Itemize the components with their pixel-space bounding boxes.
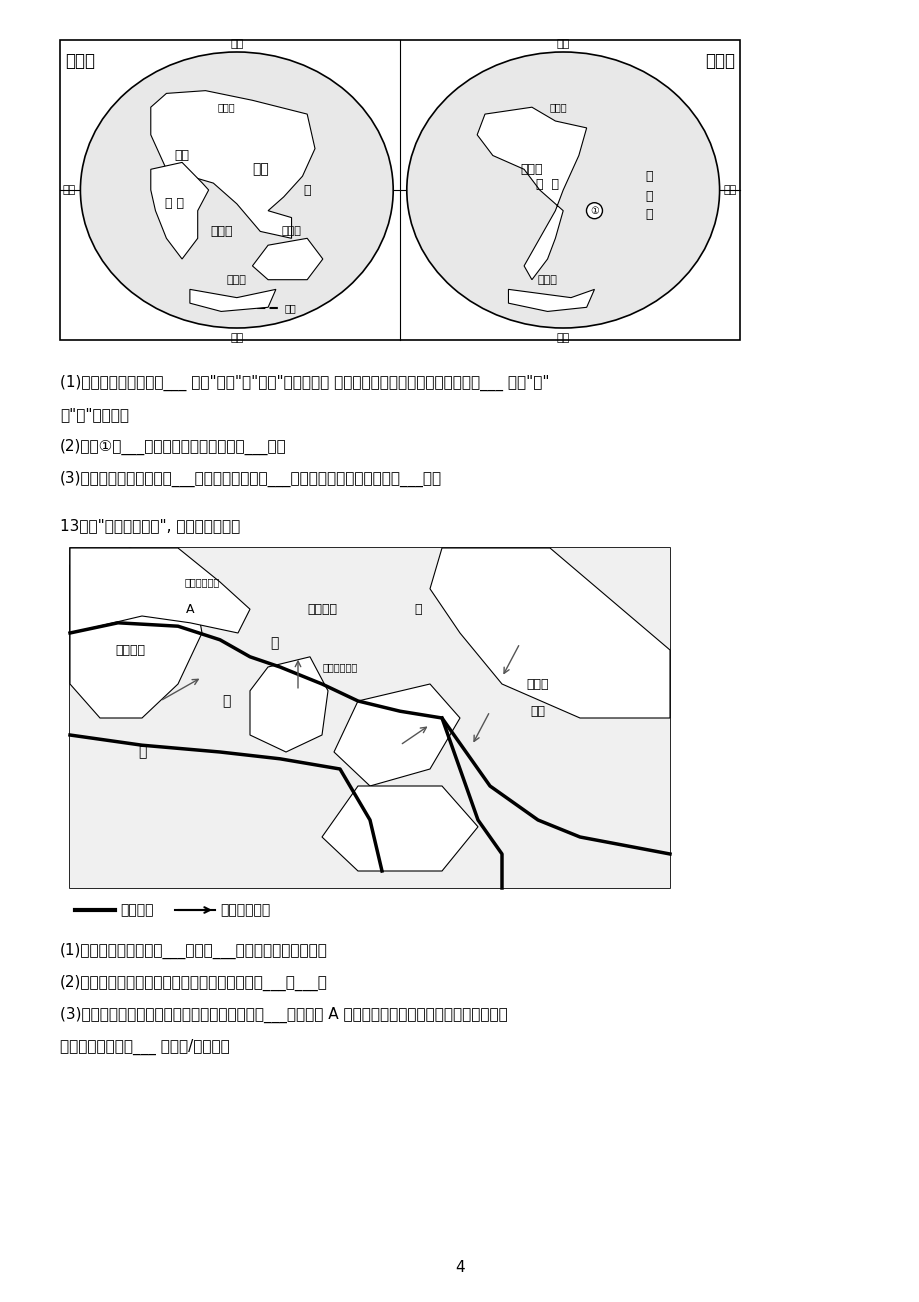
Text: 丁: 丁	[414, 603, 421, 616]
Text: 北冰洋: 北冰洋	[218, 102, 235, 112]
Text: 赤道: 赤道	[723, 185, 736, 195]
Polygon shape	[151, 163, 209, 259]
Text: (1)阿尔卑斯山脉的是由___板块和___板块碰撞挤压而形成。: (1)阿尔卑斯山脉的是由___板块和___板块碰撞挤压而形成。	[60, 943, 327, 960]
Text: 欧洲: 欧洲	[175, 148, 189, 161]
Text: 亚洲: 亚洲	[252, 163, 268, 176]
Polygon shape	[151, 91, 314, 238]
Ellipse shape	[406, 52, 719, 328]
Text: 南极洲: 南极洲	[537, 275, 557, 285]
Text: 板块边界: 板块边界	[119, 904, 153, 917]
Polygon shape	[429, 548, 669, 717]
Polygon shape	[508, 289, 594, 311]
Polygon shape	[334, 684, 460, 786]
Text: 大洋洲: 大洋洲	[281, 227, 301, 237]
Text: (3)七大洲中，面积最大是___洲；面积最小的是___洲；唯一无人定居的大洲是___洲。: (3)七大洲中，面积最大是___洲；面积最小的是___洲；唯一无人定居的大洲是_…	[60, 471, 442, 487]
Bar	[70, 548, 669, 888]
Text: 板块运动方向: 板块运动方向	[220, 904, 270, 917]
Text: 乙: 乙	[221, 694, 230, 708]
Bar	[70, 548, 669, 888]
Text: 非 洲: 非 洲	[165, 198, 184, 211]
Text: ①: ①	[589, 206, 598, 216]
Circle shape	[585, 203, 602, 219]
Text: (2)在板块交界处，两个板块发生张裂，常常形成___或___。: (2)在板块交界处，两个板块发生张裂，常常形成___或___。	[60, 975, 327, 991]
Text: 4: 4	[455, 1259, 464, 1275]
Text: 地中海面积将不断___ （扩大/缩小）。: 地中海面积将不断___ （扩大/缩小）。	[60, 1039, 230, 1055]
Polygon shape	[250, 656, 328, 753]
Polygon shape	[70, 548, 202, 717]
Text: 西半球: 西半球	[704, 52, 734, 70]
Text: 甲: 甲	[138, 745, 146, 759]
Text: 南极: 南极	[556, 333, 569, 342]
Text: 太平洋: 太平洋	[527, 677, 549, 690]
Text: (1)从全球看，海洋面积___ （填"大于"或"小于"）陆地面积 就陆地的分布而言，陆地主要集中在___ （填"南": (1)从全球看，海洋面积___ （填"大于"或"小于"）陆地面积 就陆地的分布而…	[60, 375, 549, 391]
Ellipse shape	[80, 52, 392, 328]
Text: 印度洋: 印度洋	[210, 225, 233, 238]
Text: 阿尔卑斯山脉: 阿尔卑斯山脉	[184, 577, 220, 587]
Text: 大: 大	[645, 169, 652, 182]
Text: 洋: 洋	[645, 208, 652, 221]
Polygon shape	[322, 786, 478, 871]
Text: 北极: 北极	[230, 39, 244, 49]
Text: 或"北"）半球。: 或"北"）半球。	[60, 408, 129, 422]
Text: 南极洲: 南极洲	[227, 275, 246, 285]
Polygon shape	[189, 289, 276, 311]
Polygon shape	[70, 548, 250, 633]
Text: 北极: 北极	[556, 39, 569, 49]
Text: (2)图中①是___洲；世界最大的岛屿位于___洲。: (2)图中①是___洲；世界最大的岛屿位于___洲。	[60, 439, 287, 456]
Text: (3)图中甲、乙、丙、丁四地中，地壳最活跃的是___地。图中 A 处为地中海，根据板块的运动方向来看，: (3)图中甲、乙、丙、丁四地中，地壳最活跃的是___地。图中 A 处为地中海，根…	[60, 1006, 507, 1023]
Text: 洲界: 洲界	[285, 303, 296, 312]
Text: 太: 太	[303, 184, 311, 197]
Bar	[60, 40, 739, 340]
Text: 亚欧板块: 亚欧板块	[307, 603, 336, 616]
Text: 北冰洋: 北冰洋	[549, 102, 566, 112]
Text: 丙: 丙	[269, 637, 278, 650]
Text: 北美洲: 北美洲	[520, 163, 542, 176]
Polygon shape	[252, 238, 323, 280]
Text: 赤道: 赤道	[62, 185, 76, 195]
Text: 非洲板块: 非洲板块	[115, 643, 145, 656]
Text: 平  洋: 平 洋	[536, 178, 559, 191]
Text: 西: 西	[645, 190, 652, 203]
Text: 喜马拉雅山脉: 喜马拉雅山脉	[322, 661, 357, 672]
Text: 东半球: 东半球	[65, 52, 95, 70]
Polygon shape	[477, 107, 586, 280]
Text: 板块: 板块	[530, 704, 545, 717]
Text: A: A	[186, 603, 194, 616]
Text: 13．读"板块分布略图", 回答下列问题。: 13．读"板块分布略图", 回答下列问题。	[60, 518, 240, 533]
Text: 南极: 南极	[230, 333, 244, 342]
